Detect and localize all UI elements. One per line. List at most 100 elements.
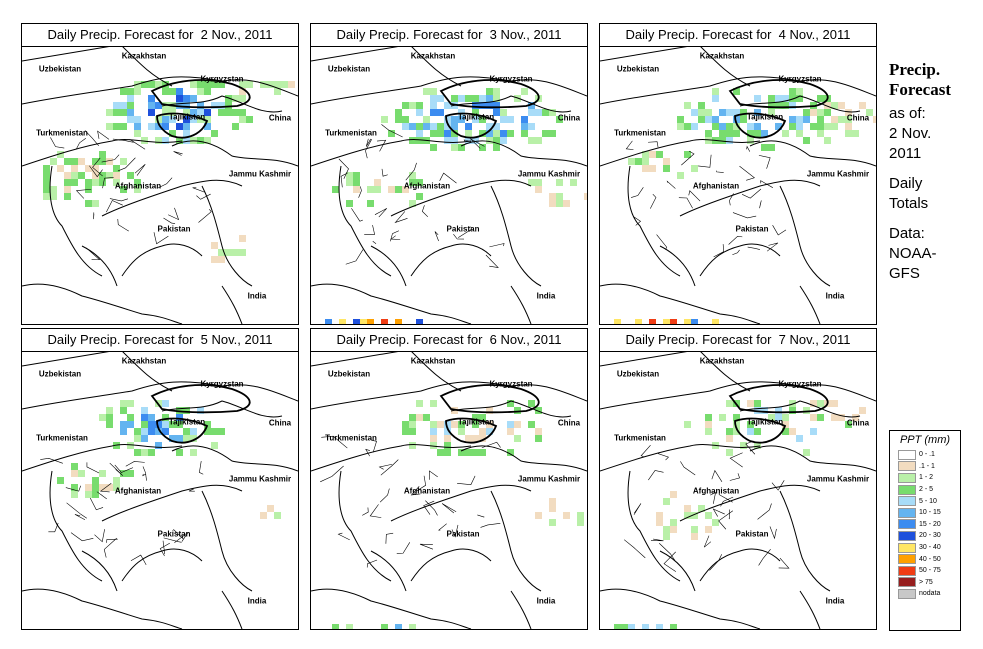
province-line xyxy=(142,473,147,477)
border-line xyxy=(600,283,761,324)
precip-cell xyxy=(549,109,556,116)
precip-cell xyxy=(155,421,162,428)
province-line xyxy=(89,165,103,178)
border-line xyxy=(749,140,876,167)
precip-cell xyxy=(817,123,824,130)
panel-title: Daily Precip. Forecast for 2 Nov., 2011 xyxy=(22,24,298,47)
precip-cell xyxy=(789,116,796,123)
province-line xyxy=(173,529,184,540)
precip-cell xyxy=(691,109,698,116)
province-line xyxy=(771,480,785,491)
precip-cell xyxy=(472,421,479,428)
precip-cell xyxy=(106,158,113,165)
precip-cell xyxy=(684,505,691,512)
precip-cell xyxy=(563,512,570,519)
border-line xyxy=(749,445,876,472)
precip-cell xyxy=(148,81,155,88)
side-title-1: Precip. xyxy=(889,60,941,79)
asof-2: 2 Nov. xyxy=(889,125,932,142)
precip-cell xyxy=(733,109,740,116)
province-line xyxy=(117,157,136,172)
precip-cell xyxy=(528,137,535,144)
asof-1: as of: xyxy=(889,105,926,122)
precip-cell xyxy=(409,414,416,421)
precip-cell xyxy=(754,130,761,137)
precip-cell xyxy=(176,449,183,456)
province-line xyxy=(106,538,118,543)
border-line xyxy=(799,285,821,324)
border-line xyxy=(311,283,472,324)
country-label-kyrgyzstan: Kyrgyzstan xyxy=(778,379,822,389)
precip-cell xyxy=(148,109,155,116)
country-label-uzbekistan: Uzbekistan xyxy=(327,64,371,74)
precip-cell xyxy=(507,428,514,435)
precip-cell xyxy=(754,95,761,102)
province-line xyxy=(70,532,94,542)
precip-cell xyxy=(176,407,183,414)
precip-cell xyxy=(556,193,563,200)
legend-item: nodata xyxy=(890,588,960,600)
country-label-afghanistan: Afghanistan xyxy=(692,486,740,496)
province-line xyxy=(198,208,212,223)
precip-cell xyxy=(148,449,155,456)
precip-cell xyxy=(817,109,824,116)
precip-cell xyxy=(43,179,50,186)
province-line xyxy=(340,172,348,188)
province-line xyxy=(362,507,369,516)
precip-cell xyxy=(705,428,712,435)
precip-cell xyxy=(120,186,127,193)
legend-item: 10 - 15 xyxy=(890,507,960,519)
precip-cell xyxy=(747,428,754,435)
precip-cell xyxy=(493,130,500,137)
province-line xyxy=(451,524,459,538)
precip-cell xyxy=(458,144,465,151)
precip-cell xyxy=(740,116,747,123)
precip-cell xyxy=(451,130,458,137)
province-line xyxy=(157,177,173,189)
precip-cell xyxy=(472,449,479,456)
precip-cell xyxy=(85,200,92,207)
precip-cell xyxy=(789,400,796,407)
precip-cell xyxy=(831,116,838,123)
border-line xyxy=(600,46,691,62)
precip-cell xyxy=(507,421,514,428)
precip-cell xyxy=(120,102,127,109)
precip-cell xyxy=(817,95,824,102)
precip-cell xyxy=(239,249,246,256)
precip-cell xyxy=(663,533,670,540)
precip-cell xyxy=(705,130,712,137)
province-line xyxy=(729,452,743,468)
precip-cell xyxy=(120,109,127,116)
province-line xyxy=(666,180,676,189)
precip-cell xyxy=(232,109,239,116)
precip-cell xyxy=(549,130,556,137)
precip-cell xyxy=(514,421,521,428)
precip-map: Kazakhstan Uzbekistan Kyrgyzstan China Turkm… xyxy=(22,351,298,629)
border-line xyxy=(600,139,761,167)
precip-cell xyxy=(423,123,430,130)
precip-cell xyxy=(416,319,423,324)
precip-cell xyxy=(458,428,465,435)
map-svg xyxy=(600,46,876,324)
precip-cell xyxy=(190,95,197,102)
border-line xyxy=(311,139,472,167)
side-info: Precip. Forecast as of: 2 Nov. 2011 Dail… xyxy=(889,60,981,284)
precip-cell xyxy=(859,102,866,109)
province-line xyxy=(366,559,378,568)
province-line xyxy=(173,151,183,156)
legend-item: 2 - 5 xyxy=(890,484,960,496)
data-2: NOAA- xyxy=(889,245,937,262)
precip-cell xyxy=(684,421,691,428)
precip-cell xyxy=(430,102,437,109)
precip-cell xyxy=(190,116,197,123)
legend-swatch xyxy=(898,577,916,588)
precip-cell xyxy=(141,421,148,428)
border-line xyxy=(338,165,392,277)
precip-cell xyxy=(155,428,162,435)
precip-cell xyxy=(838,102,845,109)
precip-cell xyxy=(570,179,577,186)
precip-cell xyxy=(733,123,740,130)
map-svg xyxy=(22,351,298,629)
legend-swatch xyxy=(898,461,916,472)
precip-cell xyxy=(416,130,423,137)
